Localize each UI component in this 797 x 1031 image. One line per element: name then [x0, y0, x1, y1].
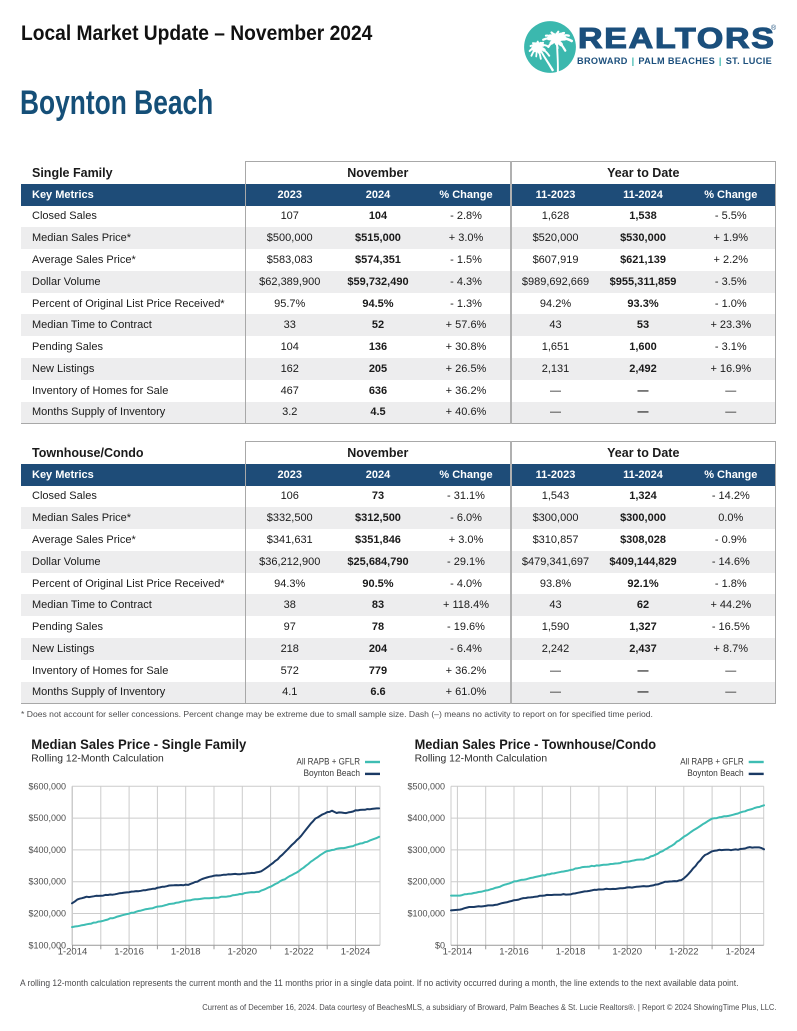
svg-text:$600,000: $600,000 — [28, 781, 66, 791]
svg-text:$100,000: $100,000 — [407, 909, 445, 919]
svg-text:1-2016: 1-2016 — [499, 947, 529, 958]
svg-text:1-2020: 1-2020 — [612, 947, 642, 958]
svg-text:1-2014: 1-2014 — [443, 947, 473, 958]
svg-text:$200,000: $200,000 — [407, 877, 445, 887]
svg-text:1-2020: 1-2020 — [228, 947, 258, 958]
svg-text:$500,000: $500,000 — [407, 781, 445, 791]
svg-text:Rolling 12-Month Calculation: Rolling 12-Month Calculation — [31, 753, 164, 765]
svg-text:Median Sales Price - Townhouse: Median Sales Price - Townhouse/Condo — [415, 736, 656, 752]
svg-text:Rolling 12-Month Calculation: Rolling 12-Month Calculation — [415, 753, 548, 765]
svg-text:Median Sales Price - Single Fa: Median Sales Price - Single Family — [31, 736, 246, 752]
svg-text:1-2022: 1-2022 — [669, 947, 699, 958]
svg-text:$500,000: $500,000 — [28, 813, 66, 823]
svg-text:All RAPB + GFLR: All RAPB + GFLR — [297, 756, 361, 766]
svg-text:Boynton Beach: Boynton Beach — [304, 768, 361, 778]
svg-text:$100,000: $100,000 — [28, 940, 66, 950]
svg-text:1-2022: 1-2022 — [284, 947, 314, 958]
svg-text:All RAPB + GFLR: All RAPB + GFLR — [680, 756, 744, 766]
svg-text:1-2016: 1-2016 — [114, 947, 144, 958]
svg-text:$300,000: $300,000 — [407, 845, 445, 855]
svg-text:$0: $0 — [435, 940, 445, 950]
svg-text:1-2024: 1-2024 — [726, 947, 756, 958]
svg-text:$200,000: $200,000 — [28, 909, 66, 919]
svg-text:$400,000: $400,000 — [407, 813, 445, 823]
svg-text:1-2018: 1-2018 — [556, 947, 586, 958]
svg-text:1-2018: 1-2018 — [171, 947, 201, 958]
svg-text:Boynton Beach: Boynton Beach — [687, 768, 744, 778]
svg-text:$300,000: $300,000 — [28, 877, 66, 887]
svg-text:$400,000: $400,000 — [28, 845, 66, 855]
svg-text:1-2024: 1-2024 — [341, 947, 371, 958]
svg-text:1-2014: 1-2014 — [58, 947, 88, 958]
